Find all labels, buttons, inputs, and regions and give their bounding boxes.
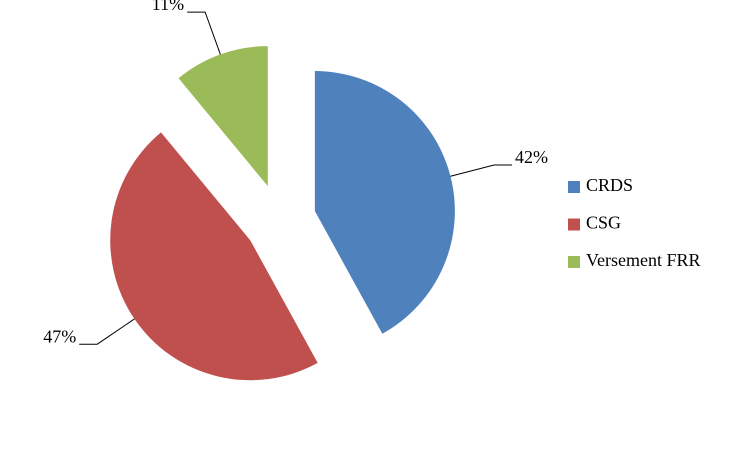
pie-slice [110, 132, 318, 381]
legend-label: Versement FRR [586, 250, 701, 270]
leader-line [79, 318, 135, 345]
legend-label: CRDS [586, 175, 633, 195]
data-label: 11% [152, 0, 184, 14]
leader-line [187, 11, 221, 55]
legend-label: CSG [586, 213, 621, 233]
legend-swatch [568, 256, 580, 268]
data-label: 42% [515, 147, 548, 167]
pie-slice [178, 46, 268, 187]
legend-swatch [568, 181, 580, 193]
data-label: 47% [43, 326, 76, 346]
pie-slice [314, 71, 455, 334]
leader-line [450, 164, 513, 177]
legend-swatch [568, 218, 580, 231]
